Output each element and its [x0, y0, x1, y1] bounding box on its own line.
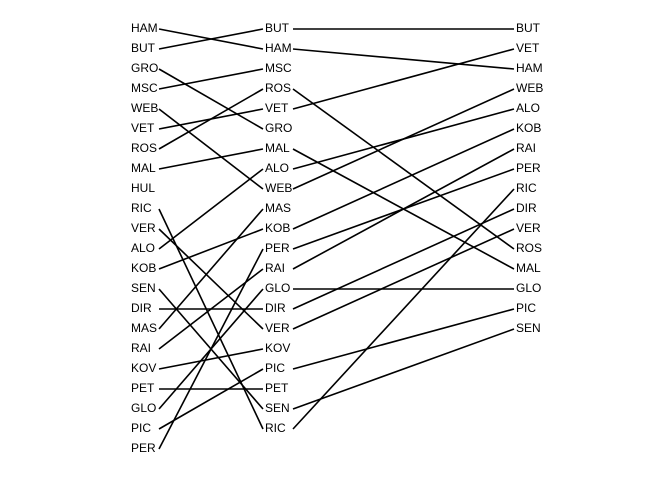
label-per-stage2: PER — [265, 241, 290, 255]
label-vet-stage1: VET — [131, 121, 155, 135]
link-ham-stage2 — [292, 48, 515, 70]
label-alo-stage3: ALO — [516, 101, 540, 115]
link-ros-stage1 — [158, 88, 264, 150]
label-ham-stage3: HAM — [516, 61, 543, 75]
label-mal-stage3: MAL — [516, 261, 541, 275]
label-sen-stage3: SEN — [516, 321, 541, 335]
link-alo-stage1 — [158, 168, 264, 250]
link-vet-stage2 — [292, 48, 515, 110]
label-hul-stage1: HUL — [131, 181, 155, 195]
connection-lines — [158, 28, 515, 450]
label-per-stage1: PER — [131, 441, 156, 455]
label-alo-stage2: ALO — [265, 161, 289, 175]
label-vet-stage2: VET — [265, 101, 289, 115]
label-dir-stage3: DIR — [516, 201, 537, 215]
label-mas-stage2: MAS — [265, 201, 291, 215]
label-pic-stage2: PIC — [265, 361, 285, 375]
label-kob-stage2: KOB — [265, 221, 290, 235]
label-rai-stage2: RAI — [265, 261, 285, 275]
label-glo-stage3: GLO — [516, 281, 541, 295]
label-kob-stage3: KOB — [516, 121, 541, 135]
label-gro-stage1: GRO — [131, 61, 158, 75]
label-web-stage2: WEB — [265, 181, 292, 195]
label-but-stage3: BUT — [516, 21, 541, 35]
label-vet-stage3: VET — [516, 41, 540, 55]
label-gro-stage2: GRO — [265, 121, 292, 135]
label-per-stage3: PER — [516, 161, 541, 175]
link-per-stage1 — [158, 248, 264, 450]
link-web-stage1 — [158, 108, 264, 190]
label-pet-stage2: PET — [265, 381, 289, 395]
link-kov-stage1 — [158, 348, 264, 370]
label-sen-stage2: SEN — [265, 401, 290, 415]
label-mal-stage2: MAL — [265, 141, 290, 155]
link-kob-stage2 — [292, 128, 515, 230]
label-pic-stage3: PIC — [516, 301, 536, 315]
label-mas-stage1: MAS — [131, 321, 157, 335]
link-rai-stage2 — [292, 148, 515, 270]
label-pet-stage1: PET — [131, 381, 155, 395]
link-ric-stage2 — [292, 188, 515, 430]
label-alo-stage1: ALO — [131, 241, 155, 255]
label-kov-stage2: KOV — [265, 341, 290, 355]
link-mal-stage1 — [158, 148, 264, 170]
label-ric-stage3: RIC — [516, 181, 537, 195]
link-dir-stage2 — [292, 208, 515, 310]
label-ros-stage3: ROS — [516, 241, 542, 255]
label-pic-stage1: PIC — [131, 421, 151, 435]
link-but-stage1 — [158, 28, 264, 50]
label-mal-stage1: MAL — [131, 161, 156, 175]
label-web-stage1: WEB — [131, 101, 158, 115]
label-ver-stage3: VER — [516, 221, 541, 235]
label-ros-stage1: ROS — [131, 141, 157, 155]
label-but-stage2: BUT — [265, 21, 290, 35]
label-ham-stage2: HAM — [265, 41, 292, 55]
label-ver-stage2: VER — [265, 321, 290, 335]
link-mas-stage1 — [158, 208, 264, 330]
link-pic-stage2 — [292, 308, 515, 370]
link-sen-stage2 — [292, 328, 515, 410]
link-gro-stage1 — [158, 68, 264, 130]
label-msc-stage1: MSC — [131, 81, 158, 95]
label-rai-stage1: RAI — [131, 341, 151, 355]
driver-labels: HAM BUT GRO MSC WEB VET ROS MAL HUL RIC VER ALO KOB S… — [131, 21, 543, 455]
label-glo-stage1: GLO — [131, 401, 156, 415]
link-pic-stage1 — [158, 368, 264, 430]
label-ver-stage1: VER — [131, 221, 156, 235]
label-sen-stage1: SEN — [131, 281, 156, 295]
link-ric-stage1 — [158, 208, 264, 430]
label-kob-stage1: KOB — [131, 261, 156, 275]
link-ros-stage2 — [292, 88, 515, 250]
link-web-stage2 — [292, 88, 515, 190]
label-dir-stage1: DIR — [131, 301, 152, 315]
label-rai-stage3: RAI — [516, 141, 536, 155]
label-dir-stage2: DIR — [265, 301, 286, 315]
label-msc-stage2: MSC — [265, 61, 292, 75]
link-kob-stage1 — [158, 228, 264, 270]
link-ver-stage1 — [158, 228, 264, 330]
label-ric-stage2: RIC — [265, 421, 286, 435]
link-msc-stage1 — [158, 68, 264, 90]
label-kov-stage1: KOV — [131, 361, 156, 375]
label-glo-stage2: GLO — [265, 281, 290, 295]
label-ros-stage2: ROS — [265, 81, 291, 95]
label-but-stage1: BUT — [131, 41, 156, 55]
link-ver-stage2 — [292, 228, 515, 330]
label-ham-stage1: HAM — [131, 21, 158, 35]
label-ric-stage1: RIC — [131, 201, 152, 215]
label-web-stage3: WEB — [516, 81, 543, 95]
